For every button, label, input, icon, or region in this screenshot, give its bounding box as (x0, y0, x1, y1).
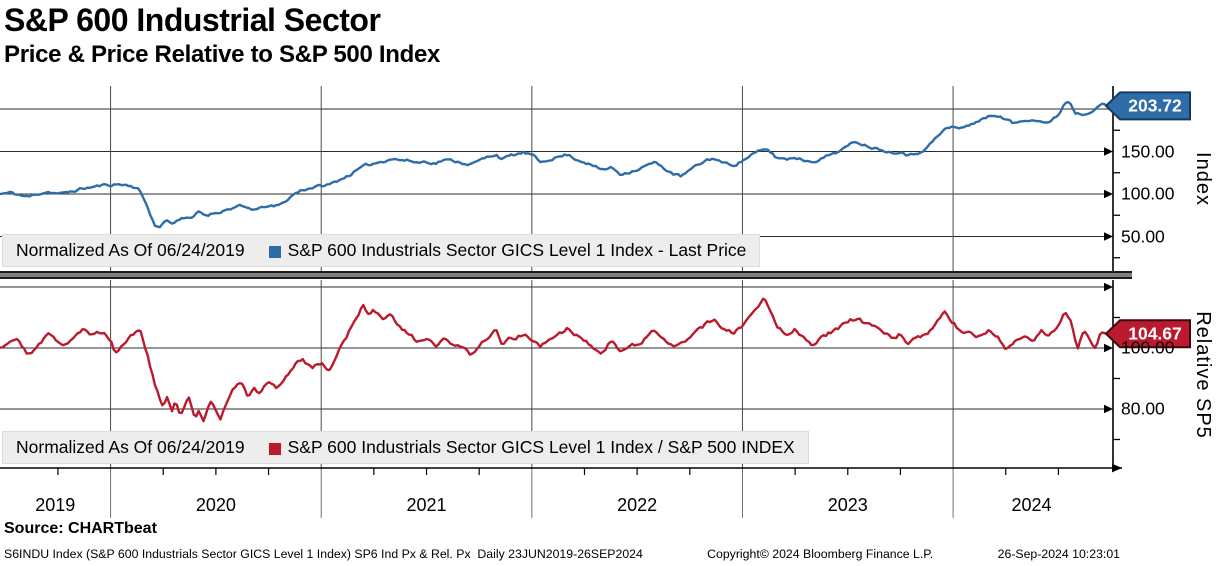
bottom-axis-title: Relative SP5 (1192, 311, 1214, 439)
x-axis-year-label: 2019 (35, 495, 76, 515)
footer-description: S6INDU Index (S&P 600 Industrials Sector… (4, 547, 643, 561)
x-axis-year-label: 2023 (827, 495, 868, 515)
bottom-legend: Normalized As Of 06/24/2019 S&P 600 Indu… (2, 431, 809, 464)
footer-timestamp: 26-Sep-2024 10:23:01 (997, 547, 1120, 561)
bottom-series-label: S&P 600 Industrials Sector GICS Level 1 … (287, 437, 795, 457)
x-axis-year-label: 2022 (617, 495, 658, 515)
chart-header: S&P 600 Industrial Sector Price & Price … (4, 0, 440, 70)
index-series-swatch-icon (268, 245, 281, 258)
page-subtitle: Price & Price Relative to S&P 500 Index (4, 41, 441, 68)
top-series-label: S&P 600 Industrials Sector GICS Level 1 … (287, 240, 747, 260)
y-axis-tick-label: 80.00 (1121, 398, 1165, 419)
top-axis-title: Index (1192, 152, 1214, 206)
footer-info-bar: S6INDU Index (S&P 600 Industrials Sector… (4, 547, 1120, 561)
page-title: S&P 600 Industrial Sector (4, 2, 381, 38)
x-axis-year-label: 2024 (1011, 495, 1052, 515)
y-axis-tick-label: 100.00 (1121, 337, 1175, 358)
top-normalized-label: Normalized As Of 06/24/2019 (16, 240, 245, 260)
x-axis-year-label: 2020 (195, 495, 236, 515)
y-axis-tick-label: 50.00 (1121, 226, 1165, 246)
y-axis-tick-label: 150.00 (1121, 141, 1175, 161)
bottom-normalized-label: Normalized As Of 06/24/2019 (16, 437, 245, 457)
x-axis-year-label: 2021 (406, 495, 447, 515)
y-axis-tick-label: 100.00 (1121, 183, 1175, 204)
panel-separator (0, 271, 1132, 279)
top-price-tag-label: 203.72 (1128, 95, 1182, 116)
source-label: Source: CHARTbeat (4, 520, 157, 537)
footer-copyright: Copyright© 2024 Bloomberg Finance L.P. (707, 547, 934, 561)
relative-series-swatch-icon (268, 442, 281, 455)
top-legend: Normalized As Of 06/24/2019 S&P 600 Indu… (2, 234, 761, 267)
bottom-price-tag-label: 104.67 (1128, 323, 1182, 344)
